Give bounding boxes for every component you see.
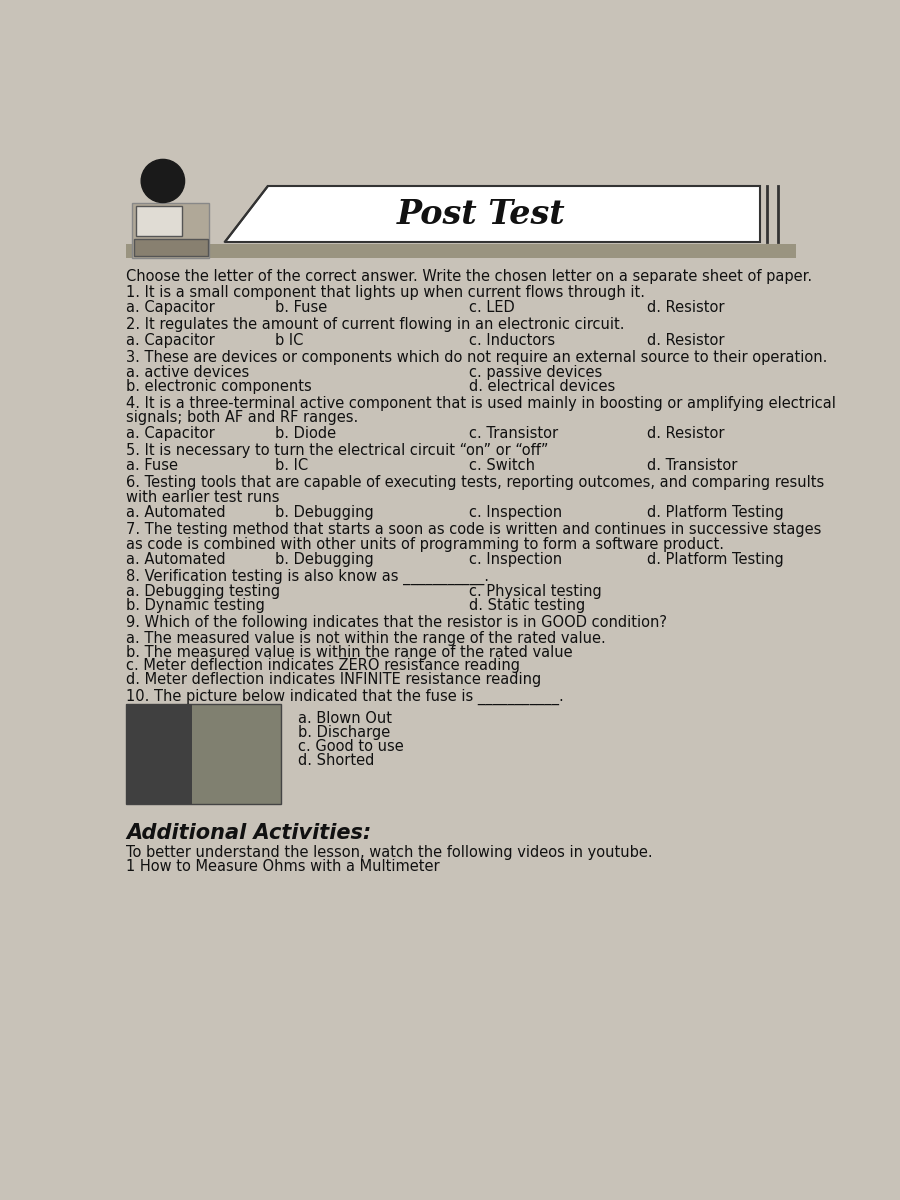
Text: Additional Activities:: Additional Activities: [126,823,372,844]
Text: 1. It is a small component that lights up when current flows through it.: 1. It is a small component that lights u… [126,284,645,300]
Text: 8. Verification testing is also know as ___________.: 8. Verification testing is also know as … [126,569,490,586]
Text: 10. The picture below indicated that the fuse is ___________.: 10. The picture below indicated that the… [126,689,564,704]
Text: b. The measured value is within the range of the rated value: b. The measured value is within the rang… [126,644,573,660]
Text: a. The measured value is not within the range of the rated value.: a. The measured value is not within the … [126,631,607,646]
Text: b. Discharge: b. Discharge [299,725,391,740]
Text: a. Automated: a. Automated [126,552,226,568]
Text: d. Transistor: d. Transistor [647,458,738,473]
Polygon shape [225,186,760,241]
Text: d. Resistor: d. Resistor [647,426,725,440]
Text: 9. Which of the following indicates that the resistor is in GOOD condition?: 9. Which of the following indicates that… [126,616,668,630]
Text: a. Capacitor: a. Capacitor [126,332,215,348]
Text: d. Static testing: d. Static testing [469,599,585,613]
Text: d. Platform Testing: d. Platform Testing [647,552,784,568]
Circle shape [141,160,184,203]
FancyBboxPatch shape [126,244,796,258]
Text: Post Test: Post Test [396,198,565,230]
Text: b. IC: b. IC [275,458,309,473]
Text: d. Platform Testing: d. Platform Testing [647,505,784,520]
Text: c. Transistor: c. Transistor [469,426,558,440]
Text: b. Fuse: b. Fuse [275,300,328,316]
Text: c. passive devices: c. passive devices [469,365,602,380]
Text: b. electronic components: b. electronic components [126,379,312,394]
Text: a. Automated: a. Automated [126,505,226,520]
Text: a. Fuse: a. Fuse [126,458,178,473]
Text: d. Resistor: d. Resistor [647,300,725,316]
Text: c. Meter deflection indicates ZERO resistance reading: c. Meter deflection indicates ZERO resis… [126,659,520,673]
FancyBboxPatch shape [136,205,182,236]
Text: 4. It is a three-terminal active component that is used mainly in boosting or am: 4. It is a three-terminal active compone… [126,396,836,410]
FancyBboxPatch shape [126,703,282,804]
Text: b. Debugging: b. Debugging [275,552,374,568]
Text: a. Debugging testing: a. Debugging testing [126,584,281,600]
Text: c. Physical testing: c. Physical testing [469,584,602,600]
Text: Choose the letter of the correct answer. Write the chosen letter on a separate s: Choose the letter of the correct answer.… [126,269,813,283]
Text: 5. It is necessary to turn the electrical circuit “on” or “off”: 5. It is necessary to turn the electrica… [126,443,549,457]
Text: a. Capacitor: a. Capacitor [126,426,215,440]
Text: a. Capacitor: a. Capacitor [126,300,215,316]
Text: d. Meter deflection indicates INFINITE resistance reading: d. Meter deflection indicates INFINITE r… [126,672,542,688]
Text: c. Good to use: c. Good to use [299,739,404,755]
Text: c. Inductors: c. Inductors [469,332,555,348]
FancyBboxPatch shape [134,239,208,256]
Text: 6. Testing tools that are capable of executing tests, reporting outcomes, and co: 6. Testing tools that are capable of exe… [126,475,824,490]
FancyBboxPatch shape [126,703,193,804]
Text: signals; both AF and RF ranges.: signals; both AF and RF ranges. [126,410,359,426]
Text: b IC: b IC [275,332,303,348]
Text: a. active devices: a. active devices [126,365,249,380]
Text: 2. It regulates the amount of current flowing in an electronic circuit.: 2. It regulates the amount of current fl… [126,317,625,332]
Text: b. Diode: b. Diode [275,426,337,440]
Text: 1 How to Measure Ohms with a Multimeter: 1 How to Measure Ohms with a Multimeter [126,859,440,875]
Text: as code is combined with other units of programming to form a software product.: as code is combined with other units of … [126,536,724,552]
Text: b. Dynamic testing: b. Dynamic testing [126,599,266,613]
Text: d. Resistor: d. Resistor [647,332,725,348]
Text: b. Debugging: b. Debugging [275,505,374,520]
Text: d. electrical devices: d. electrical devices [469,379,616,394]
Text: d. Shorted: d. Shorted [299,754,375,768]
Text: 7. The testing method that starts a soon as code is written and continues in suc: 7. The testing method that starts a soon… [126,522,822,538]
FancyBboxPatch shape [132,203,210,258]
Text: 3. These are devices or components which do not require an external source to th: 3. These are devices or components which… [126,349,828,365]
Text: with earlier test runs: with earlier test runs [126,490,280,505]
Text: c. Inspection: c. Inspection [469,552,562,568]
Text: c. Inspection: c. Inspection [469,505,562,520]
Text: To better understand the lesson, watch the following videos in youtube.: To better understand the lesson, watch t… [126,845,653,859]
Text: a. Blown Out: a. Blown Out [299,712,392,726]
Text: c. LED: c. LED [469,300,515,316]
Text: c. Switch: c. Switch [469,458,535,473]
